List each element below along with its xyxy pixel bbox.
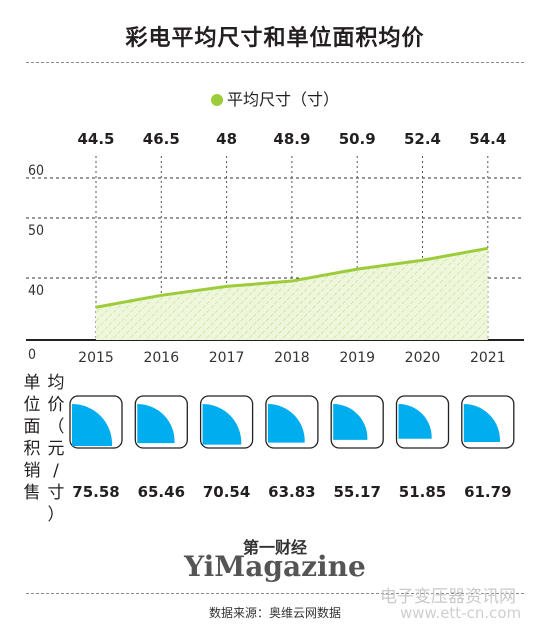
price-quarter-mark <box>398 403 432 439</box>
footer-divider <box>26 593 524 594</box>
legend-label: 平均尺寸（寸） <box>226 90 339 109</box>
legend-marker <box>210 94 223 106</box>
y-tick-label: 40 <box>28 283 44 299</box>
title-divider <box>26 62 524 63</box>
price-quarter-mark <box>333 403 368 440</box>
price-value-label: 63.83 <box>268 483 315 501</box>
price-value-label: 70.54 <box>203 483 250 501</box>
price-quarter-mark <box>202 403 242 445</box>
value-label: 52.4 <box>404 130 441 148</box>
price-quarter-mark <box>463 404 501 442</box>
value-label: 50.9 <box>339 130 376 148</box>
year-label: 2017 <box>209 350 245 366</box>
price-value-label: 65.46 <box>138 483 185 501</box>
value-label: 46.5 <box>143 130 180 148</box>
price-value-label: 51.85 <box>399 483 446 501</box>
price-value-label: 55.17 <box>333 483 380 501</box>
watermark: 电子变压器资讯网 <box>380 587 516 607</box>
year-label: 2016 <box>143 350 179 366</box>
price-value-label: 61.79 <box>464 483 511 501</box>
legend: 平均尺寸（寸） <box>0 86 550 110</box>
value-label: 48.9 <box>273 130 310 148</box>
area-fill <box>96 248 488 340</box>
size-chart: 60 50 40 0 44.5 46.5 48 48.9 50.9 52.4 54.4 2015 201… <box>26 130 524 501</box>
y-tick-label: 60 <box>28 163 44 179</box>
year-label: 2018 <box>274 350 310 366</box>
year-label: 2020 <box>405 350 441 366</box>
price-value-label: 75.58 <box>72 483 119 501</box>
value-label: 54.4 <box>469 130 506 148</box>
watermark-url: www.ett-cn.com <box>400 604 522 622</box>
price-label-col1: 单位面积销售 <box>23 373 41 503</box>
data-source: 数据来源：奥维云网数据 <box>208 606 341 620</box>
y-tick-label: 0 <box>28 347 36 363</box>
brand-cn: 第一财经 <box>242 538 307 557</box>
series-line <box>95 246 489 309</box>
brand-logo: YiMagazine <box>184 550 366 583</box>
chart-title: 彩电平均尺寸和单位面积均价 <box>125 26 425 51</box>
price-quarter-mark <box>267 403 305 443</box>
price-label-col2: 均价（元 / 寸） <box>47 373 65 525</box>
y-tick-label: 50 <box>28 223 44 239</box>
year-label: 2015 <box>78 350 114 366</box>
value-label: 44.5 <box>77 130 114 148</box>
price-quarter-mark <box>72 403 113 446</box>
value-label: 48 <box>216 130 237 148</box>
year-label: 2019 <box>339 350 375 366</box>
year-label: 2021 <box>470 350 506 366</box>
price-quarter-mark <box>137 404 175 444</box>
